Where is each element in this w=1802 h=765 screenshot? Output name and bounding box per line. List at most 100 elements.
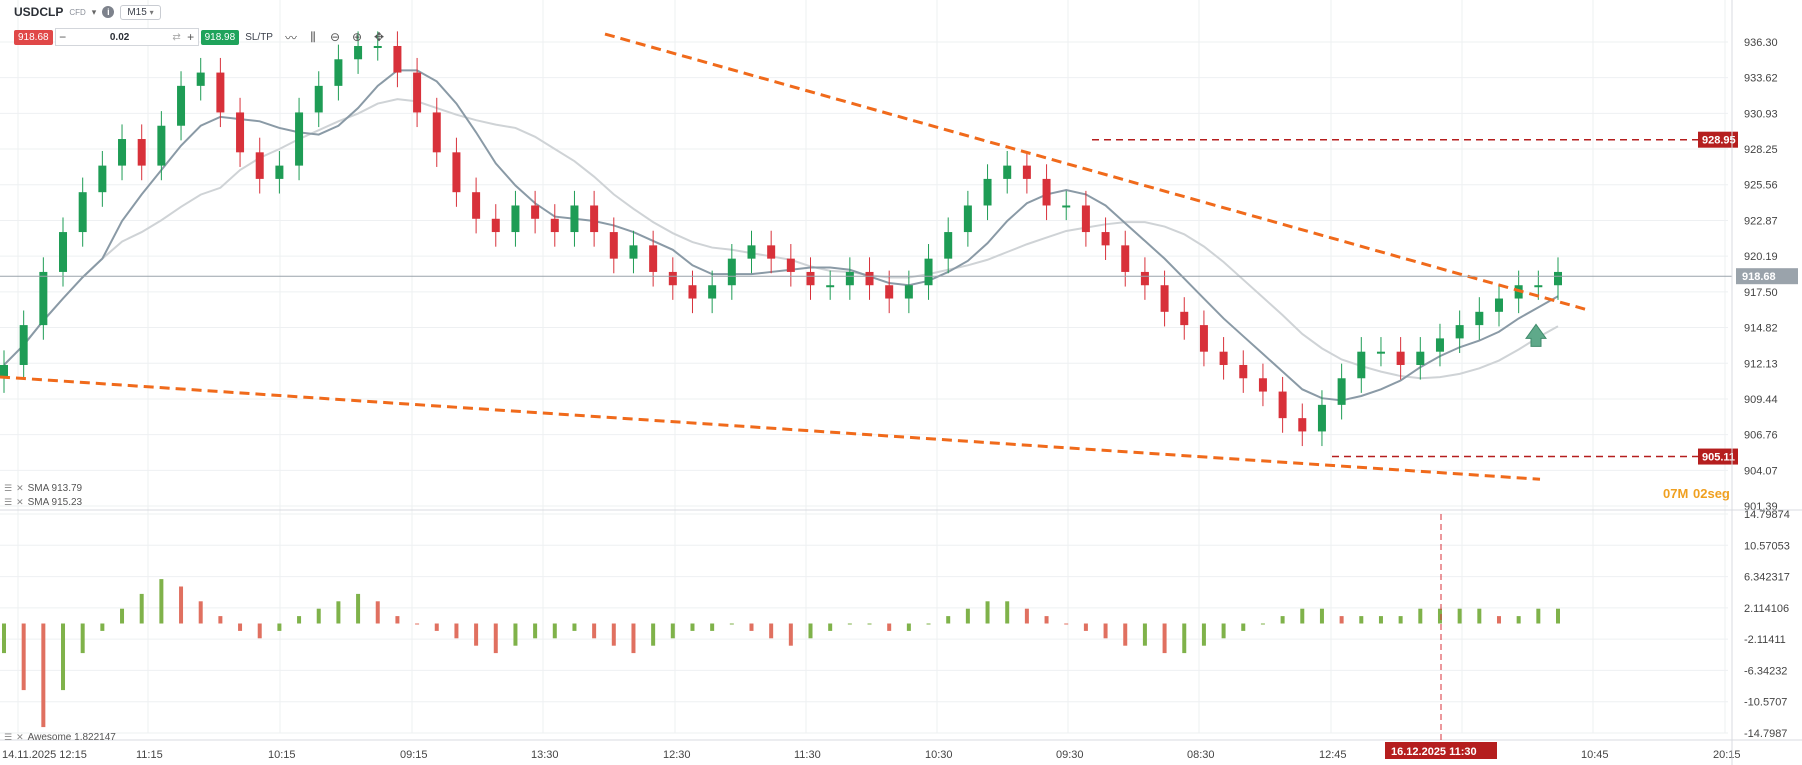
- candle: [1239, 350, 1248, 393]
- candle: [1140, 257, 1149, 300]
- candle: [1475, 297, 1484, 340]
- candles-icon[interactable]: ⫼: [310, 29, 316, 44]
- time-tick-label: 12:30: [663, 749, 691, 761]
- sell-button[interactable]: 918.68: [14, 29, 53, 45]
- decrease-button[interactable]: −: [59, 30, 67, 44]
- symbol-type: CFD: [69, 7, 86, 17]
- candle-body: [511, 205, 520, 233]
- candle-body: [1475, 311, 1484, 326]
- candle: [531, 190, 540, 234]
- time-tick-label: 11:15: [136, 749, 163, 761]
- oscillator-bar: [552, 623, 557, 639]
- settings-icon[interactable]: ☰: [4, 732, 13, 742]
- candle-body: [1317, 404, 1326, 432]
- candle-body: [78, 192, 87, 233]
- swap-icon[interactable]: ⇄: [172, 31, 181, 43]
- close-icon[interactable]: ✕: [16, 732, 24, 742]
- candle-body: [1357, 351, 1366, 379]
- info-icon[interactable]: i: [102, 6, 115, 18]
- oscillator-bar: [1457, 608, 1462, 624]
- candle-body: [1199, 325, 1208, 352]
- oscillator-bar: [1378, 616, 1383, 624]
- oscillator-bar: [769, 623, 774, 639]
- candle-body: [983, 178, 992, 206]
- candle: [904, 270, 913, 314]
- candle: [511, 190, 520, 247]
- oscillator-bar: [1359, 616, 1364, 624]
- oscillator-bar: [1516, 616, 1521, 624]
- candle: [767, 230, 776, 274]
- candle-body: [275, 165, 284, 179]
- oscillator-bar: [1418, 608, 1423, 624]
- close-icon[interactable]: ✕: [16, 497, 24, 507]
- level-lines[interactable]: 928.95 905.11 918.68: [0, 131, 1798, 465]
- oscillator-bar: [749, 623, 754, 631]
- buy-button[interactable]: 918.98: [200, 29, 240, 45]
- candle-body: [688, 285, 697, 299]
- quantity-input[interactable]: 0.02: [109, 31, 130, 43]
- settings-icon[interactable]: ☰: [4, 483, 13, 493]
- candle-body: [98, 165, 107, 193]
- legend-awesome[interactable]: ☰ ✕ Awesome 1.822147: [4, 732, 116, 743]
- candle: [373, 31, 382, 61]
- zoom-in-icon[interactable]: ⊕: [351, 30, 363, 44]
- price-tick-label: 925.56: [1744, 180, 1778, 192]
- sma-slow-path: [3, 69, 1559, 402]
- oscillator-bar: [100, 623, 105, 631]
- oscillator-bar: [729, 623, 734, 625]
- oscillator-bar: [1182, 623, 1187, 654]
- line-tool-icon[interactable]: 〰: [284, 30, 297, 45]
- oscillator-bar: [788, 623, 793, 646]
- candle-body: [649, 245, 658, 272]
- oscillator-tick-label: 10.57053: [1744, 540, 1790, 552]
- time-tick-label: 10:15: [268, 749, 296, 761]
- candle: [334, 44, 343, 101]
- oscillator-bar: [297, 616, 302, 624]
- chevron-down-icon[interactable]: ▾: [91, 6, 97, 17]
- zoom-out-icon[interactable]: ⊖: [329, 30, 341, 44]
- candle: [314, 71, 323, 128]
- oscillator-bar: [454, 623, 459, 639]
- candle: [1003, 150, 1012, 194]
- time-tick-label: 13:30: [531, 749, 559, 761]
- candle-body: [570, 205, 579, 233]
- awesome-oscillator: [2, 579, 1560, 728]
- close-icon[interactable]: ✕: [16, 483, 24, 493]
- price-tick-label: 914.82: [1744, 322, 1778, 334]
- oscillator-bar: [1556, 608, 1560, 624]
- increase-button[interactable]: +: [187, 30, 195, 44]
- candle: [885, 270, 894, 314]
- move-icon[interactable]: ✥: [373, 30, 385, 44]
- quantity-stepper[interactable]: − 0.02 ⇄ +: [54, 28, 199, 46]
- oscillator-bar: [375, 601, 380, 624]
- level-label: 928.95: [1702, 135, 1736, 147]
- trendlines[interactable]: [0, 32, 1586, 481]
- symbol-name[interactable]: USDCLP: [14, 5, 64, 19]
- candle: [432, 97, 441, 167]
- oscillator-bar: [651, 623, 656, 646]
- candle: [196, 57, 205, 101]
- legend-sma-fast[interactable]: ☰ ✕ SMA 915.23: [4, 497, 82, 508]
- candle: [39, 257, 48, 340]
- candle-body: [668, 271, 677, 286]
- candle-body: [963, 205, 972, 233]
- sma-slow-line: [3, 69, 1559, 402]
- settings-icon[interactable]: ☰: [4, 497, 13, 507]
- oscillator-bar: [80, 623, 85, 654]
- oscillator-bar: [1536, 608, 1541, 624]
- candle-body: [727, 258, 736, 286]
- candle: [1494, 283, 1503, 327]
- sltp-button[interactable]: SL/TP: [245, 31, 273, 43]
- legend-sma-slow[interactable]: ☰ ✕ SMA 913.79: [4, 483, 82, 494]
- candle-body: [1298, 418, 1307, 432]
- candle-body: [1121, 245, 1130, 272]
- crosshair-time-tag: [1385, 742, 1497, 759]
- oscillator-bar: [395, 616, 400, 624]
- timeframe-select[interactable]: M15 ▾: [120, 4, 161, 20]
- candle: [1022, 150, 1031, 194]
- candle-body: [157, 125, 166, 166]
- candle: [629, 230, 638, 274]
- oscillator-tick-label: 2.114106: [1744, 603, 1789, 615]
- candle-body: [1455, 325, 1464, 339]
